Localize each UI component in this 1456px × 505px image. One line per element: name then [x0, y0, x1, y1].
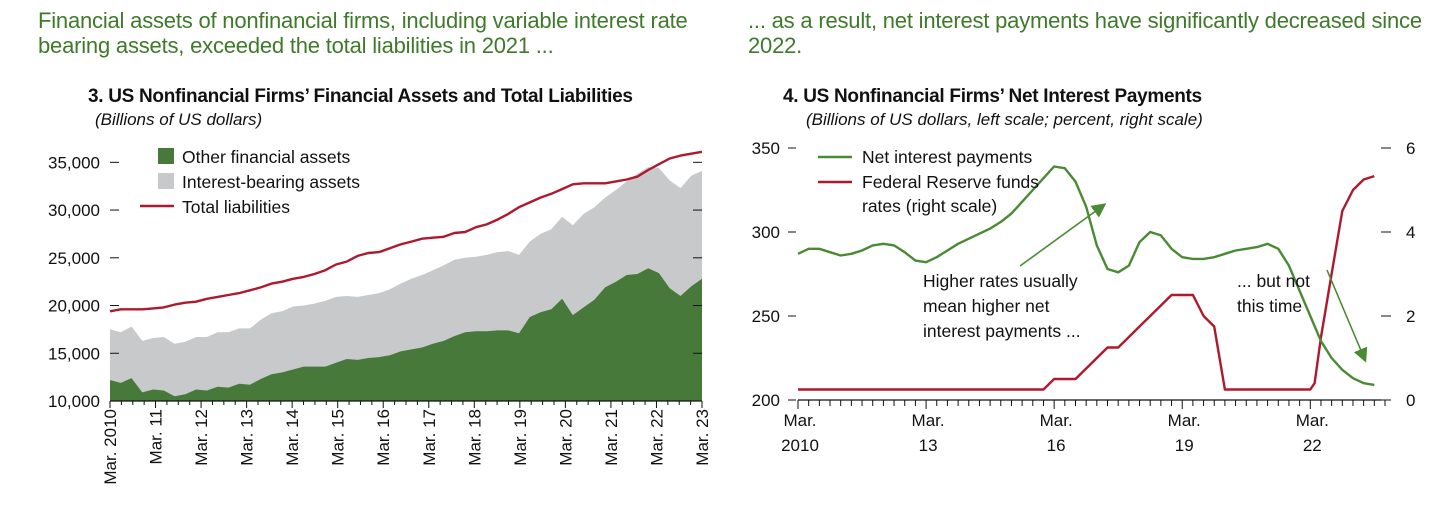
y-tick-label: 35,000	[48, 153, 100, 172]
x-tick-label-month: Mar.	[1040, 411, 1073, 430]
x-tick-label: Mar. 16	[374, 409, 393, 466]
x-tick-label: Mar. 11	[147, 409, 166, 464]
y-tick-label: 30,000	[48, 201, 100, 220]
y-tick-label-right: 2	[1406, 307, 1415, 326]
x-tick-label: Mar. 22	[647, 409, 666, 466]
x-tick-label-year: 16	[1047, 436, 1066, 455]
chart3-subtitle: (Billions of US dollars)	[95, 110, 263, 129]
chart4-subtitle: (Billions of US dollars, left scale; per…	[806, 110, 1203, 129]
x-tick-label-year: 19	[1175, 436, 1194, 455]
y-tick-label: 25,000	[48, 249, 100, 268]
x-tick-label: Mar. 14	[283, 409, 302, 466]
x-tick-label: Mar. 23	[693, 409, 712, 466]
y-tick-label-left: 250	[752, 307, 780, 326]
chart4-title: 4. US Nonfinancial Firms’ Net Interest P…	[783, 86, 1202, 107]
y-tick-label-left: 300	[752, 223, 780, 242]
right-headline: ... as a result, net interest payments h…	[748, 8, 1422, 58]
net-interest-payments-line	[797, 165, 1375, 387]
annotation-arrow-not-this-time	[1326, 269, 1368, 363]
annotation-higher-rates-line: interest payments ...	[923, 321, 1081, 341]
x-tick-label: Mar. 19	[511, 409, 530, 466]
x-tick-label-year: 13	[919, 436, 938, 455]
fed-funds-rate-line	[798, 174, 1375, 391]
x-tick-label: Mar. 18	[465, 409, 484, 466]
annotation-higher-rates-line: mean higher net	[923, 296, 1050, 316]
x-tick-label-month: Mar.	[912, 411, 945, 430]
x-tick-label: Mar. 13	[238, 409, 257, 466]
x-tick-label-month: Mar.	[783, 411, 816, 430]
y-tick-label-right: 4	[1406, 223, 1415, 242]
annotation-not-this-time-line: ... but not	[1237, 271, 1310, 291]
legend-label-ffr-line1: Federal Reserve funds	[862, 172, 1039, 192]
chart3-title: 3. US Nonfinancial Firms’ Financial Asse…	[88, 86, 633, 107]
legend-label-other: Other financial assets	[182, 147, 351, 167]
annotation-arrow-higher-rates	[1019, 203, 1107, 267]
x-tick-label: Mar. 20	[556, 409, 575, 466]
y-tick-label: 10,000	[48, 392, 100, 411]
left-headline: Financial assets of nonfinancial firms, …	[38, 8, 688, 58]
chart3-plot: 10,000 15,000 20,000 25,000 30,000 35,000 Mar.…	[48, 147, 712, 485]
legend-swatch-interest	[158, 173, 174, 189]
x-tick-label-month: Mar.	[1168, 411, 1201, 430]
x-tick-label: Mar. 21	[602, 409, 621, 466]
x-tick-label: Mar. 17	[420, 409, 439, 466]
legend-swatch-other	[158, 148, 174, 164]
y-tick-label-right: 0	[1406, 391, 1415, 410]
legend-label-interest: Interest-bearing assets	[182, 172, 360, 192]
y-tick-label: 20,000	[48, 297, 100, 316]
annotation-not-this-time-line: this time	[1237, 296, 1302, 316]
x-tick-label-year: 22	[1303, 436, 1322, 455]
x-tick-label: Mar. 12	[192, 409, 211, 466]
y-tick-label: 15,000	[48, 344, 100, 363]
x-tick-label: Mar. 2010	[101, 409, 120, 485]
x-tick-label: Mar. 15	[329, 409, 348, 466]
x-tick-label-month: Mar.	[1296, 411, 1329, 430]
y-tick-label-right: 6	[1406, 139, 1415, 158]
legend-label-net: Net interest payments	[862, 147, 1032, 167]
legend-label-ffr-line2: rates (right scale)	[862, 196, 997, 216]
y-tick-label-left: 200	[752, 391, 780, 410]
annotation-higher-rates-line: Higher rates usually	[923, 271, 1078, 291]
other-financial-assets-area	[110, 268, 702, 401]
total-liabilities-line	[109, 150, 703, 313]
y-tick-label-left: 350	[752, 139, 780, 158]
legend-label-liabilities: Total liabilities	[182, 197, 290, 217]
x-tick-label-year: 2010	[781, 436, 819, 455]
